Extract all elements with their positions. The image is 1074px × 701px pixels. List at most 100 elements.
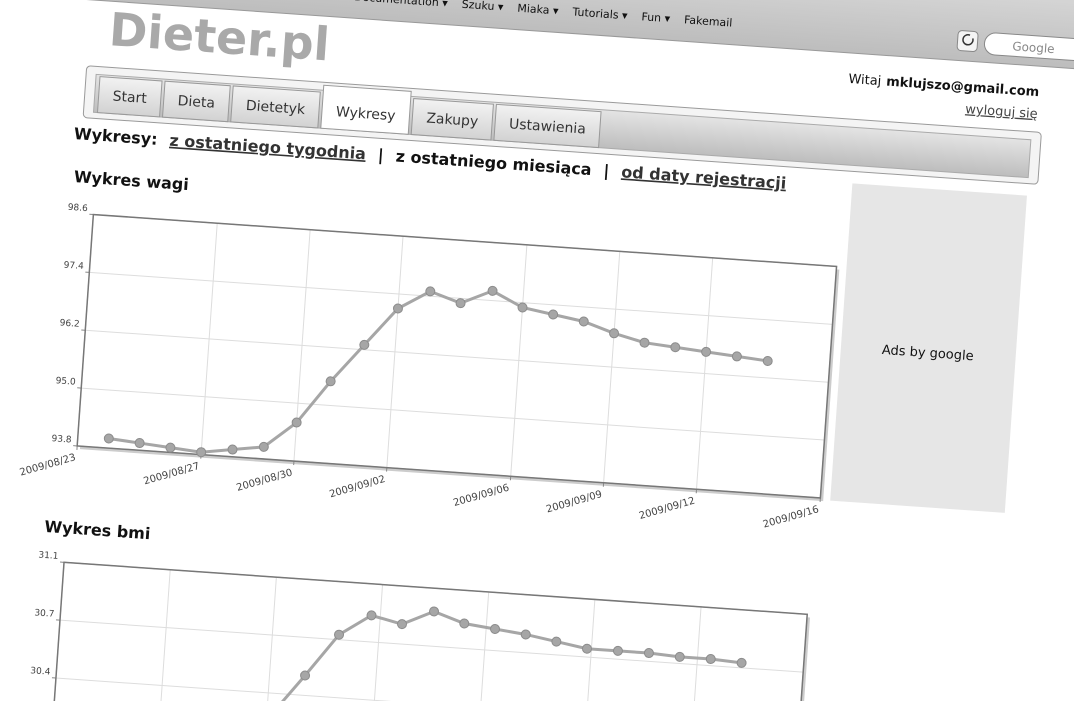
greeting: Witaj mklujszo@gmail.com [848, 72, 1040, 100]
tab-background [161, 80, 231, 123]
tab-label: Start [112, 89, 148, 107]
tab-label: Dieta [177, 93, 215, 112]
data-point [455, 298, 466, 309]
range-option[interactable]: od daty rejestracji [621, 162, 787, 192]
reload-icon [962, 34, 974, 46]
tab-background [410, 98, 494, 141]
grid-line [386, 236, 404, 468]
y-tick-label: 98.6 [67, 203, 88, 214]
data-point [701, 346, 712, 357]
tab-label: Dietetyk [245, 98, 306, 118]
x-tick-label: 2009/08/27 [142, 461, 200, 487]
y-tick-label: 31.1 [38, 551, 59, 562]
tab-label: Zakupy [426, 111, 479, 131]
tab[interactable]: Dietetyk [230, 85, 321, 129]
search-placeholder: Google [1012, 39, 1055, 56]
tab-background [493, 103, 602, 149]
grid-line [200, 223, 218, 455]
range-separator: | [377, 145, 384, 165]
plot-border [43, 561, 809, 701]
plot-border [76, 213, 838, 499]
data-point [551, 636, 562, 647]
data-point [334, 629, 345, 640]
grid-line [149, 569, 171, 701]
data-line [108, 289, 768, 454]
data-line [83, 609, 742, 701]
data-point [291, 417, 302, 428]
tab[interactable]: Wykresy [320, 84, 412, 135]
tab-background [96, 76, 163, 118]
range-separator: | [603, 161, 610, 181]
chart-title: Wykres wagi [73, 167, 189, 194]
data-point [609, 328, 620, 339]
data-point [612, 645, 623, 656]
data-point [396, 619, 407, 630]
grid-line [696, 257, 714, 490]
x-tick-label: 2009/09/09 [545, 489, 603, 515]
greeting-text: Witaj [848, 72, 882, 89]
data-point [639, 337, 650, 348]
data-point [581, 643, 592, 654]
chart: Wykres wagi 93.8 95.0 96.2 97.4 98.6 2009/08/2… [19, 167, 840, 531]
grid-line [603, 251, 621, 483]
grid-line [59, 619, 804, 673]
search-field[interactable] [983, 32, 1074, 66]
x-tick-label: 2009/09/12 [638, 496, 696, 522]
ad-text: Ads by google [881, 343, 974, 364]
grid-line [55, 677, 800, 701]
data-point [731, 351, 742, 362]
menu-item[interactable]: Fakemail [684, 13, 733, 29]
menu-item[interactable]: Szuku ▾ [461, 0, 504, 14]
y-tick-label: 30.7 [34, 608, 55, 619]
reload-button[interactable] [956, 30, 979, 52]
browser-menu: Documentation ▾ Szuku ▾ Miaka ▾ Tutorials ▾… [354, 0, 733, 30]
data-point [227, 444, 238, 455]
data-point [548, 309, 559, 320]
tab[interactable]: Start [96, 76, 163, 118]
data-point [736, 657, 747, 668]
chart: Wykres bmi 30.4 30.7 31.1 [30, 517, 810, 701]
tabs: Start Dieta Dietetyk Wykresy Zakupy Ustawieni… [96, 76, 602, 149]
tab[interactable]: Ustawienia [493, 103, 602, 149]
data-point [517, 302, 528, 313]
y-tick-label: 97.4 [63, 261, 84, 272]
data-point [325, 376, 336, 387]
data-point [487, 285, 498, 296]
data-point [459, 618, 470, 629]
data-point [670, 342, 681, 353]
browser-toolbar [0, 0, 1074, 81]
y-tick-label: 93.8 [51, 434, 72, 445]
data-point [762, 355, 773, 366]
data-point [392, 303, 403, 314]
tab[interactable]: Zakupy [410, 98, 494, 141]
data-point [359, 339, 370, 350]
tab[interactable]: Dieta [161, 80, 231, 123]
plot-area [43, 561, 808, 701]
x-tick-label: 2009/08/30 [235, 467, 293, 493]
user-email: mklujszo@gmail.com [886, 75, 1040, 101]
data-point [425, 286, 436, 297]
data-point [165, 442, 176, 453]
tab-label: Wykresy [335, 104, 396, 124]
grid-line [680, 606, 702, 701]
menu-item[interactable]: Documentation ▾ [354, 0, 449, 10]
grid-line [467, 591, 490, 701]
x-tick-label: 2009/09/02 [328, 474, 386, 500]
ad-box [830, 183, 1027, 513]
data-point [705, 654, 716, 665]
logout-link[interactable]: wyloguj się [965, 102, 1038, 122]
data-point [643, 648, 654, 659]
menu-item[interactable]: Fun ▾ [641, 10, 671, 25]
data-point [520, 629, 531, 640]
x-tick-label: 2009/09/16 [762, 504, 820, 530]
tab-background [230, 85, 321, 129]
data-point [196, 447, 207, 458]
menu-item[interactable]: Miaka ▾ [517, 2, 560, 18]
data-point [103, 433, 114, 444]
menu-item[interactable]: Tutorials ▾ [571, 5, 628, 22]
data-point [578, 316, 589, 327]
data-point [134, 438, 145, 449]
